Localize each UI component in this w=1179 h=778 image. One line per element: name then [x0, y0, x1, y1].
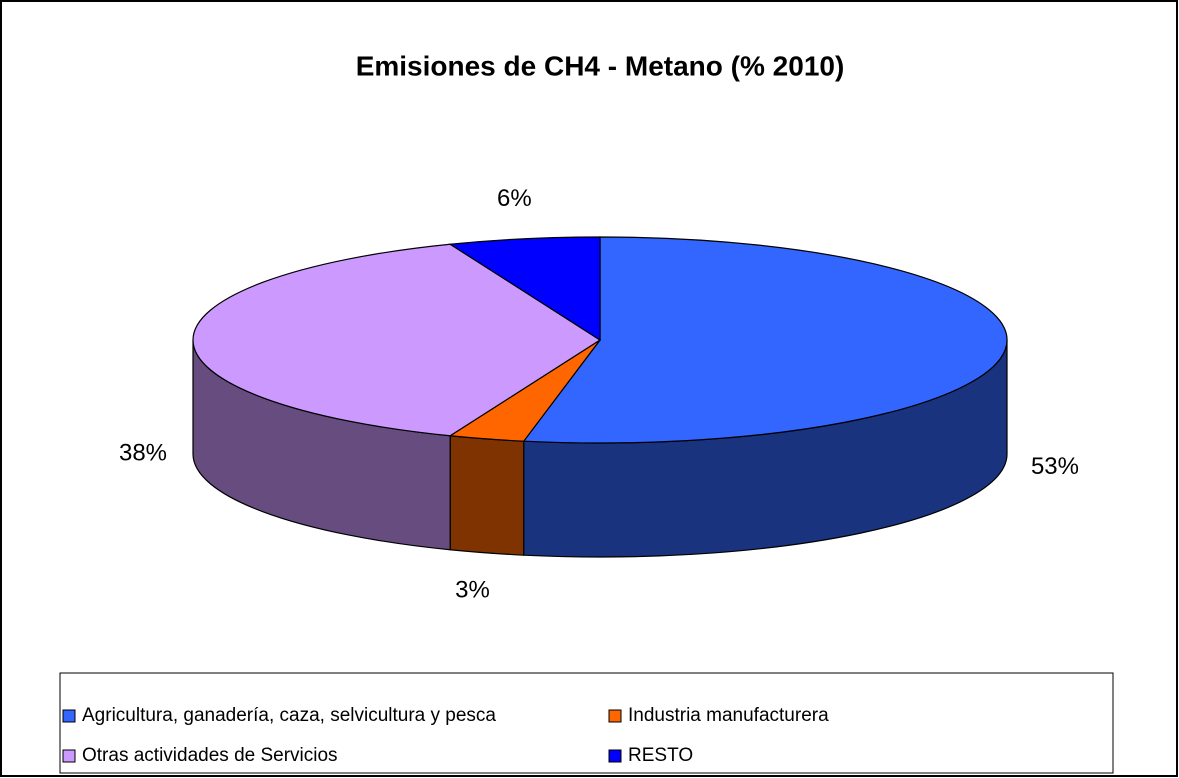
chart-title: Emisiones de CH4 - Metano (% 2010) [356, 50, 845, 81]
pie-slice [192, 243, 602, 437]
legend-label: RESTO [628, 745, 693, 766]
pie-slice [522, 236, 1008, 444]
data-label: 6% [497, 185, 532, 212]
legend-swatch [608, 709, 622, 723]
pie-slice [448, 236, 601, 342]
data-label: 38% [119, 439, 167, 466]
legend-label: Industria manufacturera [628, 705, 829, 726]
legend-box [59, 672, 1114, 774]
legend-swatch [608, 749, 622, 763]
data-label: 53% [1031, 453, 1079, 480]
legend-label: Otras actividades de Servicios [82, 745, 338, 766]
legend-swatch [62, 749, 76, 763]
legend-label: Agricultura, ganadería, caza, selvicultu… [82, 705, 496, 726]
legend-swatch [62, 709, 76, 723]
pie-side [449, 435, 525, 556]
data-label: 3% [455, 577, 490, 604]
